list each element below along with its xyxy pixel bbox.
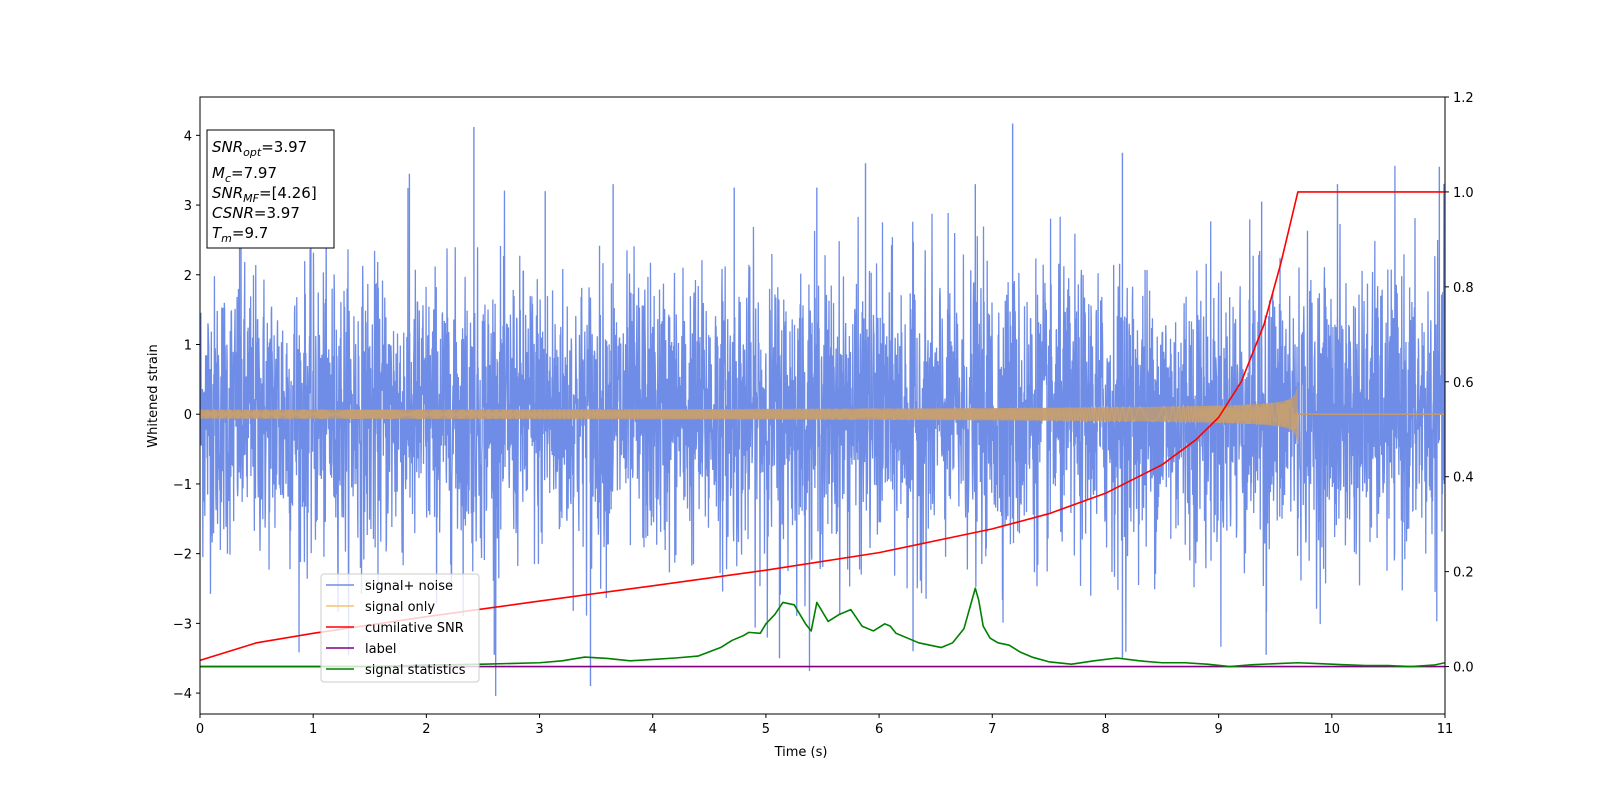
annotation-box — [206, 129, 335, 249]
annotation-value: =3.97 — [261, 138, 307, 156]
y2-tick-label: 0.8 — [1453, 281, 1474, 296]
annotation-subscript: c — [225, 172, 231, 185]
y-tick-label: 4 — [184, 129, 192, 144]
y-tick-label: −3 — [173, 617, 192, 632]
annotation-value: =7.97 — [231, 164, 277, 182]
annotation-line: CSNR=3.97 — [212, 204, 300, 222]
y2-tick-label: 0.4 — [1453, 471, 1474, 486]
y2-tick-label: 0.0 — [1453, 661, 1474, 676]
annotation-subscript: opt — [243, 146, 262, 159]
legend-label: signal only — [365, 600, 435, 615]
x-tick-label: 4 — [649, 722, 657, 737]
y-tick-label: −2 — [173, 548, 192, 563]
y-tick-label: −1 — [173, 478, 192, 493]
annotation-line: Tm=9.7 — [212, 224, 268, 245]
legend-label: signal+ noise — [365, 579, 453, 594]
plot-area: 0 1 2 3 4 5 6 7 8 9 10 11 −4 −3 −2 −1 0 1 2 3 4 0.0 0.2 0.4 0.6 0… — [173, 91, 1474, 737]
x-tick-label: 10 — [1324, 722, 1341, 737]
x-tick-label: 5 — [762, 722, 770, 737]
y-tick-label: 0 — [184, 408, 192, 423]
y2-tick-label: 1.2 — [1453, 91, 1474, 106]
y2-tick-label: 1.0 — [1453, 186, 1474, 201]
annotation-symbol: T — [212, 224, 223, 242]
y-tick-label: 3 — [184, 199, 192, 214]
y2-tick-label: 0.6 — [1453, 376, 1474, 391]
x-tick-label: 6 — [875, 722, 883, 737]
annotation-value: =[4.26] — [259, 184, 317, 202]
x-axis-label: Time (s) — [774, 745, 828, 760]
y-tick-label: 2 — [184, 269, 192, 284]
x-tick-label: 7 — [988, 722, 996, 737]
x-tick-label: 9 — [1214, 722, 1222, 737]
annotation-line: Mc=7.97 — [212, 164, 277, 185]
annotation-symbol: CSNR — [212, 204, 254, 222]
annotation-line: SNRopt=3.97 — [212, 138, 307, 159]
annotation-value: =3.97 — [254, 204, 300, 222]
legend-label: cumilative SNR — [365, 621, 464, 636]
annotation-symbol: SNR — [212, 184, 243, 202]
y-tick-label: −4 — [173, 687, 192, 702]
series-signal-statistics — [200, 587, 1445, 668]
annotation-symbol: M — [212, 164, 225, 182]
x-tick-label: 0 — [196, 722, 204, 737]
x-tick-label: 3 — [535, 722, 543, 737]
annotation-value: =9.7 — [232, 224, 268, 242]
x-tick-label: 2 — [422, 722, 430, 737]
y-axis-label: Whitened strain — [146, 344, 161, 447]
signal-only-envelope — [200, 384, 1298, 444]
legend-box — [320, 573, 480, 683]
x-tick-label: 11 — [1437, 722, 1454, 737]
annotation-subscript: MF — [243, 192, 259, 205]
plot-frame — [199, 96, 1446, 715]
x-tick-label: 8 — [1101, 722, 1109, 737]
annotation-line: SNRMF=[4.26] — [212, 184, 317, 205]
legend-label: signal statistics — [365, 663, 466, 678]
annotation-symbol: SNR — [212, 138, 243, 156]
y2-tick-label: 0.2 — [1453, 566, 1474, 581]
y-tick-label: 1 — [184, 338, 192, 353]
annotation-subscript: m — [221, 232, 232, 245]
x-tick-label: 1 — [309, 722, 317, 737]
legend-label: label — [365, 642, 396, 657]
